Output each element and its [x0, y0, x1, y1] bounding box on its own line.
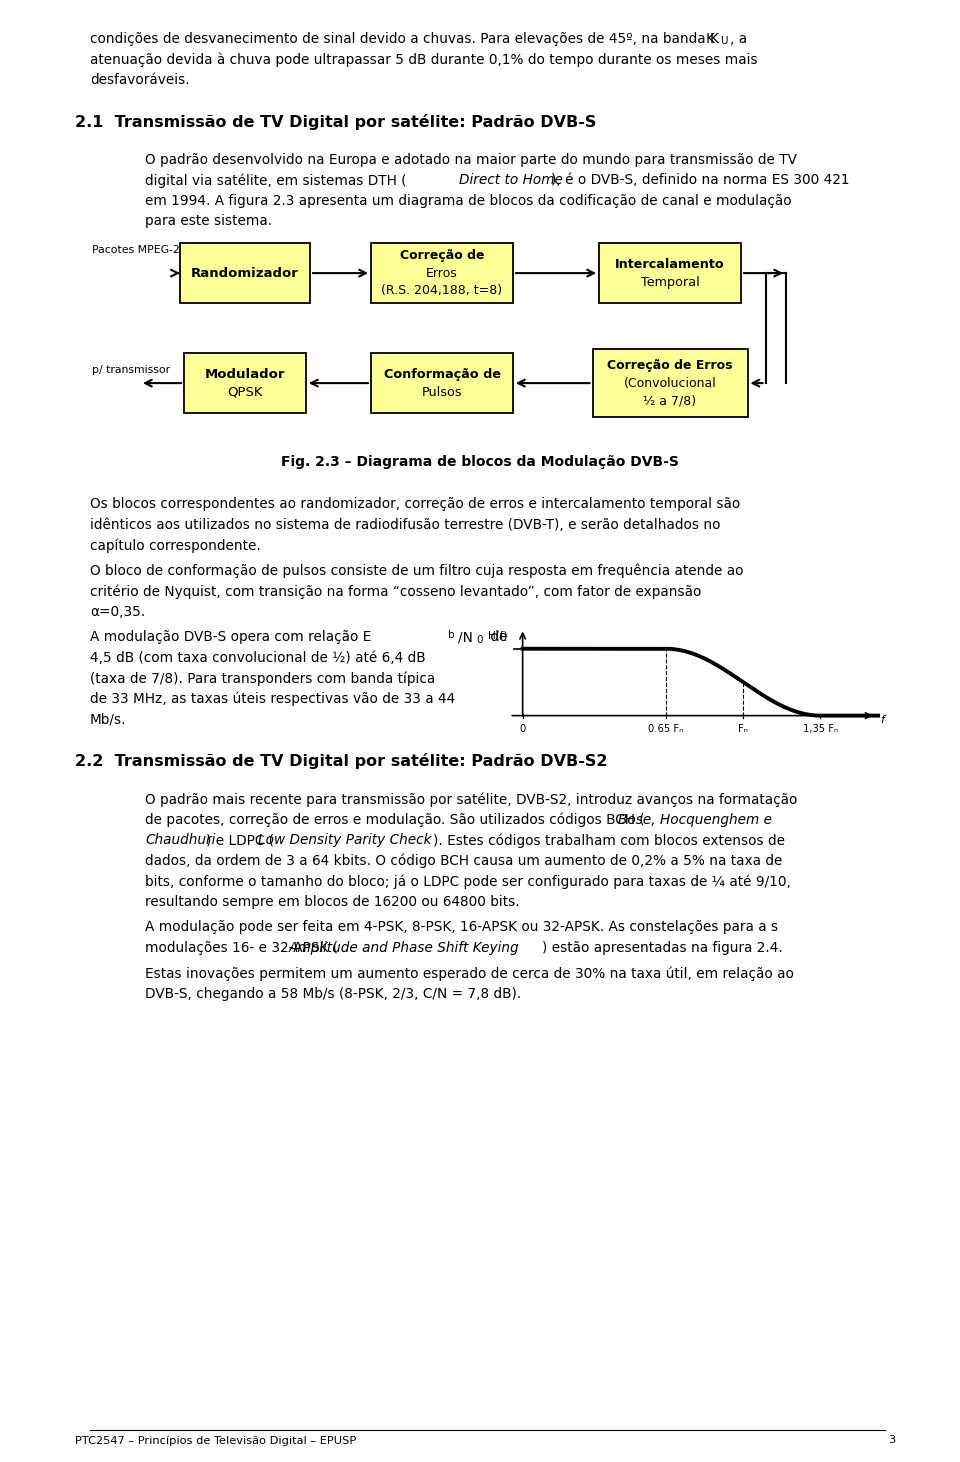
FancyBboxPatch shape	[371, 354, 513, 414]
FancyBboxPatch shape	[371, 243, 513, 303]
Text: 2.1  Transmissão de TV Digital por satélite: Padrão DVB-S: 2.1 Transmissão de TV Digital por satéli…	[75, 114, 596, 130]
Text: f: f	[880, 715, 884, 725]
Text: , a: , a	[730, 32, 747, 45]
Text: Amplitude and Phase Shift Keying: Amplitude and Phase Shift Keying	[289, 942, 519, 955]
Text: p/ transmissor: p/ transmissor	[92, 366, 170, 376]
Text: Pulsos: Pulsos	[421, 386, 463, 399]
Text: Conformação de: Conformação de	[383, 367, 500, 380]
Text: Bose, Hocquenghem e: Bose, Hocquenghem e	[618, 813, 772, 827]
Text: Fₙ: Fₙ	[738, 724, 748, 734]
Text: K: K	[706, 32, 715, 45]
Text: 3: 3	[888, 1436, 895, 1444]
Text: de pacotes, correção de erros e modulação. São utilizados códigos BCH (: de pacotes, correção de erros e modulaçã…	[145, 813, 644, 827]
FancyBboxPatch shape	[180, 243, 310, 303]
Text: ) estão apresentadas na figura 2.4.: ) estão apresentadas na figura 2.4.	[542, 942, 782, 955]
Text: ) e LDPC (: ) e LDPC (	[206, 833, 274, 848]
Text: 2.2  Transmissão de TV Digital por satélite: Padrão DVB-S2: 2.2 Transmissão de TV Digital por satéli…	[75, 753, 608, 769]
Text: A modulação pode ser feita em 4-PSK, 8-PSK, 16-APSK ou 32-APSK. As constelações : A modulação pode ser feita em 4-PSK, 8-P…	[145, 921, 779, 934]
Text: bits, conforme o tamanho do bloco; já o LDPC pode ser configurado para taxas de : bits, conforme o tamanho do bloco; já o …	[145, 874, 791, 889]
Text: desfavoráveis.: desfavoráveis.	[90, 73, 190, 88]
Text: Intercalamento: Intercalamento	[615, 257, 725, 270]
Text: Mb/s.: Mb/s.	[90, 712, 127, 727]
FancyBboxPatch shape	[184, 354, 306, 414]
Text: Modulador: Modulador	[204, 367, 285, 380]
Text: (R.S. 204,188, t=8): (R.S. 204,188, t=8)	[381, 284, 503, 297]
Text: 0: 0	[519, 724, 526, 734]
Text: b: b	[448, 630, 455, 640]
Text: Low Density Parity Check: Low Density Parity Check	[258, 833, 431, 848]
FancyBboxPatch shape	[592, 349, 748, 417]
Text: Estas inovações permitem um aumento esperado de cerca de 30% na taxa útil, em re: Estas inovações permitem um aumento espe…	[145, 966, 794, 981]
Text: Pacotes MPEG-2: Pacotes MPEG-2	[92, 246, 180, 254]
Text: Erros: Erros	[426, 266, 458, 279]
Text: QPSK: QPSK	[228, 386, 263, 399]
Text: Os blocos correspondentes ao randomizador, correção de erros e intercalamento te: Os blocos correspondentes ao randomizado…	[90, 497, 740, 512]
Text: Direct to Home: Direct to Home	[459, 174, 563, 187]
FancyBboxPatch shape	[599, 243, 741, 303]
Text: de: de	[486, 630, 508, 645]
Text: U: U	[720, 37, 728, 47]
Text: Correção de: Correção de	[399, 250, 484, 263]
Text: Fig. 2.3 – Diagrama de blocos da Modulação DVB-S: Fig. 2.3 – Diagrama de blocos da Modulaç…	[281, 455, 679, 469]
Text: 1,35 Fₙ: 1,35 Fₙ	[803, 724, 838, 734]
Text: (Convolucional: (Convolucional	[624, 377, 716, 389]
Text: PTC2547 – Princípios de Televisão Digital – EPUSP: PTC2547 – Princípios de Televisão Digita…	[75, 1436, 356, 1446]
Text: α=0,35.: α=0,35.	[90, 605, 145, 618]
Text: (taxa de 7/8). Para transponders com banda típica: (taxa de 7/8). Para transponders com ban…	[90, 671, 435, 686]
Text: dados, da ordem de 3 a 64 kbits. O código BCH causa um aumento de 0,2% a 5% na t: dados, da ordem de 3 a 64 kbits. O códig…	[145, 854, 782, 868]
Text: para este sistema.: para este sistema.	[145, 215, 272, 228]
Text: O padrão desenvolvido na Europa e adotado na maior parte do mundo para transmiss: O padrão desenvolvido na Europa e adotad…	[145, 154, 797, 167]
Text: O bloco de conformação de pulsos consiste de um filtro cuja resposta em frequênc: O bloco de conformação de pulsos consist…	[90, 564, 743, 579]
Text: ), é o DVB-S, definido na norma ES 300 421: ), é o DVB-S, definido na norma ES 300 4…	[551, 174, 850, 187]
Text: Correção de Erros: Correção de Erros	[608, 358, 732, 371]
Text: condições de desvanecimento de sinal devido a chuvas. Para elevações de 45º, na : condições de desvanecimento de sinal dev…	[90, 32, 719, 45]
Text: modulações 16- e 32-APSK (: modulações 16- e 32-APSK (	[145, 942, 338, 955]
Text: ). Estes códigos trabalham com blocos extensos de: ). Estes códigos trabalham com blocos ex…	[433, 833, 785, 848]
Text: O padrão mais recente para transmissão por satélite, DVB-S2, introduz avanços na: O padrão mais recente para transmissão p…	[145, 792, 798, 807]
Text: capítulo correspondente.: capítulo correspondente.	[90, 538, 261, 553]
Text: /N: /N	[458, 630, 473, 645]
Text: Randomizador: Randomizador	[191, 266, 299, 279]
Text: de 33 MHz, as taxas úteis respectivas vão de 33 a 44: de 33 MHz, as taxas úteis respectivas vã…	[90, 692, 455, 706]
Text: 0.65 Fₙ: 0.65 Fₙ	[648, 724, 684, 734]
Text: H(f): H(f)	[488, 630, 507, 640]
Text: em 1994. A figura 2.3 apresenta um diagrama de blocos da codificação de canal e : em 1994. A figura 2.3 apresenta um diagr…	[145, 194, 792, 208]
Text: Temporal: Temporal	[640, 276, 700, 288]
Text: ½ a 7/8): ½ a 7/8)	[643, 395, 697, 408]
Text: atenuação devida à chuva pode ultrapassar 5 dB durante 0,1% do tempo durante os : atenuação devida à chuva pode ultrapassa…	[90, 53, 757, 67]
Text: Chaudhuri: Chaudhuri	[145, 833, 215, 848]
Text: DVB-S, chegando a 58 Mb/s (8-PSK, 2/3, C/N = 7,8 dB).: DVB-S, chegando a 58 Mb/s (8-PSK, 2/3, C…	[145, 987, 521, 1001]
Text: idênticos aos utilizados no sistema de radiodifusão terrestre (DVB-T), e serão d: idênticos aos utilizados no sistema de r…	[90, 518, 721, 532]
Text: critério de Nyquist, com transição na forma “cosseno levantado”, com fator de ex: critério de Nyquist, com transição na fo…	[90, 585, 702, 599]
Text: 0: 0	[476, 635, 483, 645]
Text: 4,5 dB (com taxa convolucional de ½) até 6,4 dB: 4,5 dB (com taxa convolucional de ½) até…	[90, 651, 425, 665]
Text: digital via satélite, em sistemas DTH (: digital via satélite, em sistemas DTH (	[145, 174, 406, 189]
Text: A modulação DVB-S opera com relação E: A modulação DVB-S opera com relação E	[90, 630, 372, 645]
Text: resultando sempre em blocos de 16200 ou 64800 bits.: resultando sempre em blocos de 16200 ou …	[145, 895, 519, 909]
